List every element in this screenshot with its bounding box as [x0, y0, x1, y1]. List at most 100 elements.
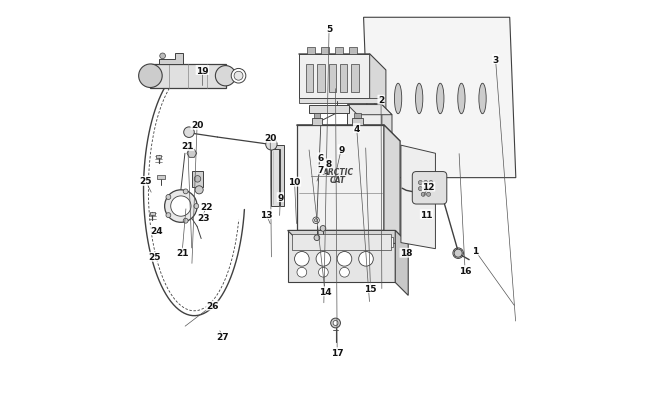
- Circle shape: [333, 321, 338, 326]
- Polygon shape: [276, 146, 285, 207]
- Text: CAT: CAT: [330, 176, 346, 185]
- Circle shape: [171, 196, 191, 217]
- Polygon shape: [347, 105, 382, 126]
- Circle shape: [266, 139, 277, 151]
- Circle shape: [297, 268, 307, 277]
- Ellipse shape: [458, 84, 465, 114]
- Text: 23: 23: [197, 213, 209, 222]
- Text: 17: 17: [331, 348, 343, 357]
- Polygon shape: [159, 53, 183, 65]
- Bar: [150, 65, 226, 88]
- Text: 21: 21: [181, 142, 194, 151]
- Bar: [335, 47, 343, 55]
- Polygon shape: [384, 126, 400, 247]
- Text: 7: 7: [318, 166, 324, 175]
- Text: 2: 2: [378, 96, 384, 105]
- Text: 21: 21: [176, 249, 188, 258]
- Text: 26: 26: [206, 301, 218, 310]
- Bar: [317, 65, 324, 93]
- Circle shape: [231, 69, 246, 84]
- Text: 11: 11: [421, 210, 433, 219]
- Bar: [150, 212, 155, 215]
- Ellipse shape: [437, 84, 444, 114]
- Circle shape: [315, 219, 318, 222]
- Circle shape: [313, 217, 319, 224]
- Circle shape: [166, 195, 171, 200]
- Circle shape: [419, 181, 422, 185]
- Text: 9: 9: [277, 193, 283, 202]
- Polygon shape: [395, 231, 408, 296]
- Polygon shape: [401, 146, 436, 249]
- Circle shape: [183, 219, 188, 224]
- Text: 27: 27: [216, 333, 229, 341]
- FancyBboxPatch shape: [412, 172, 447, 205]
- Polygon shape: [370, 55, 386, 115]
- Text: 15: 15: [364, 284, 377, 293]
- Text: 20: 20: [264, 134, 276, 143]
- Polygon shape: [347, 105, 392, 115]
- Bar: [309, 105, 349, 114]
- Bar: [321, 47, 329, 55]
- Text: 5: 5: [326, 25, 332, 34]
- Bar: [292, 235, 391, 250]
- Circle shape: [359, 252, 373, 266]
- Polygon shape: [296, 126, 384, 231]
- Circle shape: [337, 252, 352, 266]
- Circle shape: [194, 176, 201, 183]
- Bar: [340, 65, 347, 93]
- Bar: [156, 156, 161, 159]
- Circle shape: [166, 213, 171, 218]
- Text: ARCTIC: ARCTIC: [322, 168, 354, 177]
- Circle shape: [320, 226, 326, 232]
- Bar: [373, 237, 393, 247]
- Ellipse shape: [415, 84, 423, 114]
- Text: 4: 4: [354, 124, 360, 133]
- Bar: [349, 47, 358, 55]
- Polygon shape: [382, 105, 392, 136]
- Ellipse shape: [479, 84, 486, 114]
- Circle shape: [183, 190, 188, 194]
- Circle shape: [160, 54, 166, 60]
- Polygon shape: [181, 194, 191, 202]
- Circle shape: [429, 181, 433, 185]
- Circle shape: [316, 252, 331, 266]
- Text: 10: 10: [289, 178, 301, 187]
- Text: 3: 3: [493, 55, 499, 64]
- Circle shape: [195, 186, 203, 194]
- Text: 20: 20: [191, 121, 203, 130]
- Circle shape: [194, 204, 199, 209]
- Text: 25: 25: [139, 177, 152, 186]
- Polygon shape: [298, 55, 370, 99]
- Circle shape: [429, 187, 433, 191]
- Circle shape: [164, 190, 197, 223]
- Circle shape: [318, 268, 328, 277]
- Circle shape: [454, 249, 462, 258]
- Circle shape: [424, 181, 428, 185]
- Text: 14: 14: [318, 287, 332, 296]
- Bar: [306, 65, 313, 93]
- Text: 24: 24: [150, 226, 162, 235]
- Text: 9: 9: [338, 145, 344, 154]
- Bar: [307, 47, 315, 55]
- Text: 8: 8: [325, 160, 332, 168]
- Circle shape: [234, 72, 243, 81]
- Polygon shape: [363, 18, 516, 178]
- Bar: [329, 65, 336, 93]
- Circle shape: [421, 193, 425, 197]
- Bar: [352, 118, 363, 126]
- Text: 18: 18: [400, 249, 413, 258]
- Circle shape: [331, 318, 341, 328]
- Polygon shape: [187, 150, 197, 158]
- Circle shape: [294, 252, 309, 266]
- Bar: [272, 150, 279, 207]
- Text: 16: 16: [459, 266, 471, 275]
- Text: 13: 13: [260, 210, 272, 219]
- Bar: [352, 65, 359, 93]
- Polygon shape: [296, 126, 400, 142]
- Bar: [311, 118, 322, 126]
- Text: 19: 19: [196, 66, 209, 75]
- Text: 22: 22: [200, 202, 213, 211]
- Circle shape: [426, 193, 430, 197]
- Bar: [157, 176, 165, 180]
- Ellipse shape: [395, 84, 402, 114]
